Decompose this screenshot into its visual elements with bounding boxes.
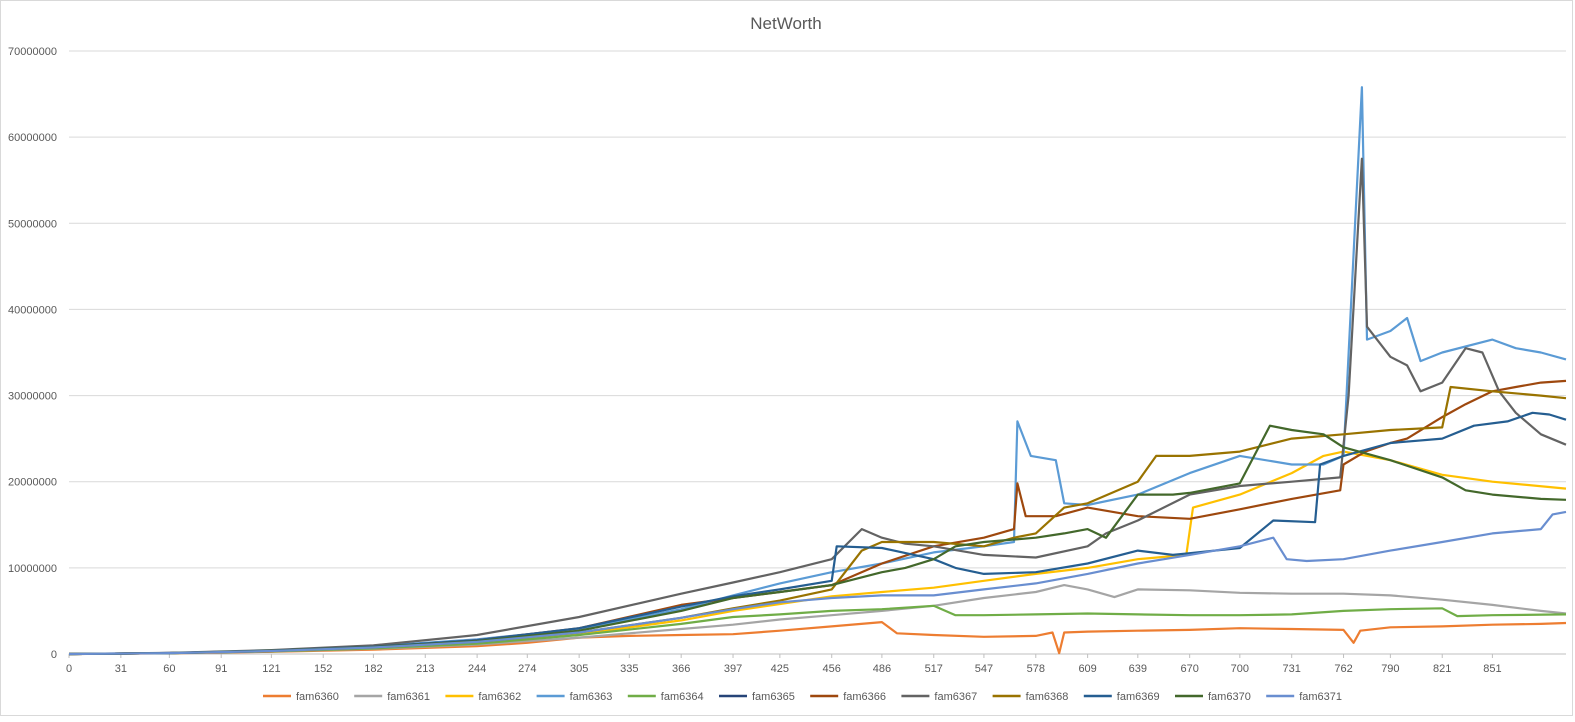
x-tick-label: 60 — [163, 663, 175, 675]
x-tick-label: 0 — [66, 663, 72, 675]
legend-label: fam6365 — [752, 691, 795, 703]
series-line-fam6360 — [68, 621, 1567, 656]
x-tick-label: 121 — [262, 663, 280, 675]
legend-label: fam6367 — [934, 691, 977, 703]
y-tick-label: 10000000 — [8, 563, 57, 575]
x-tick-label: 397 — [724, 663, 742, 675]
legend-item-fam6362: fam6362 — [445, 691, 521, 703]
x-axis-tick-labels: 0 31 60 91 121 152 182 213 244 274 305 335 366 397 425… — [66, 654, 1502, 675]
x-tick-label: 152 — [314, 663, 332, 675]
x-tick-label: 700 — [1231, 663, 1249, 675]
series-line-fam6369 — [68, 411, 1567, 656]
x-tick-label: 578 — [1027, 663, 1045, 675]
y-tick-label: 40000000 — [8, 304, 57, 316]
legend-label: fam6362 — [478, 691, 521, 703]
y-tick-label: 20000000 — [8, 477, 57, 489]
x-tick-label: 517 — [925, 663, 943, 675]
legend-item-fam6371: fam6371 — [1266, 691, 1342, 703]
y-tick-label: 0 — [51, 649, 57, 661]
y-tick-label: 30000000 — [8, 391, 57, 403]
legend-label: fam6361 — [387, 691, 430, 703]
legend-item-fam6361: fam6361 — [354, 691, 430, 703]
x-tick-label: 213 — [416, 663, 434, 675]
x-tick-label: 31 — [115, 663, 127, 675]
y-tick-label: 50000000 — [8, 218, 57, 230]
x-tick-label: 609 — [1078, 663, 1096, 675]
x-tick-label: 731 — [1283, 663, 1301, 675]
legend-label: fam6370 — [1208, 691, 1251, 703]
legend-label: fam6364 — [661, 691, 704, 703]
legend: fam6360 fam6361 fam6362 fam6363 fam6364 fam63… — [263, 691, 1342, 703]
x-tick-label: 670 — [1180, 663, 1198, 675]
x-tick-label: 639 — [1129, 663, 1147, 675]
x-tick-label: 790 — [1381, 663, 1399, 675]
legend-item-fam6370: fam6370 — [1175, 691, 1251, 703]
x-tick-label: 366 — [672, 663, 690, 675]
legend-label: fam6371 — [1299, 691, 1342, 703]
series-line-fam6364 — [68, 604, 1567, 656]
y-axis-tick-labels: 0 10000000 20000000 30000000 40000000 5000000… — [8, 46, 57, 661]
legend-item-fam6369: fam6369 — [1083, 691, 1160, 703]
legend-item-fam6363: fam6363 — [536, 691, 613, 703]
legend-label: fam6366 — [843, 691, 886, 703]
legend-item-fam6364: fam6364 — [627, 691, 704, 703]
x-tick-label: 335 — [620, 663, 638, 675]
x-tick-label: 821 — [1433, 663, 1451, 675]
x-tick-label: 851 — [1483, 663, 1501, 675]
series-line-fam6367 — [68, 157, 1567, 656]
legend-label: fam6360 — [296, 691, 339, 703]
legend-item-fam6368: fam6368 — [992, 691, 1069, 703]
x-tick-label: 425 — [771, 663, 789, 675]
series-lines — [68, 86, 1567, 656]
series-line-fam6366 — [68, 379, 1567, 656]
y-tick-label: 70000000 — [8, 46, 57, 58]
x-tick-label: 274 — [518, 663, 536, 675]
series-line-fam6368 — [68, 385, 1567, 656]
legend-item-fam6367: fam6367 — [901, 691, 977, 703]
chart-title: NetWorth — [750, 14, 822, 33]
legend-label: fam6369 — [1117, 691, 1160, 703]
x-tick-label: 182 — [364, 663, 382, 675]
x-tick-label: 762 — [1334, 663, 1352, 675]
x-tick-label: 244 — [468, 663, 486, 675]
legend-label: fam6363 — [570, 691, 613, 703]
series-line-fam6363 — [68, 86, 1567, 656]
series-line-fam6361 — [68, 584, 1567, 656]
legend-label: fam6368 — [1026, 691, 1069, 703]
x-tick-label: 456 — [823, 663, 841, 675]
x-tick-label: 547 — [975, 663, 993, 675]
x-tick-label: 305 — [570, 663, 588, 675]
x-tick-label: 91 — [215, 663, 227, 675]
legend-item-fam6365: fam6365 — [719, 691, 795, 703]
y-tick-label: 60000000 — [8, 132, 57, 144]
series-line-fam6370 — [68, 424, 1567, 656]
series-line-fam6371 — [68, 510, 1567, 656]
y-gridlines — [69, 50, 1566, 569]
legend-item-fam6366: fam6366 — [810, 691, 886, 703]
x-tick-label: 486 — [873, 663, 891, 675]
legend-item-fam6360: fam6360 — [263, 691, 339, 703]
